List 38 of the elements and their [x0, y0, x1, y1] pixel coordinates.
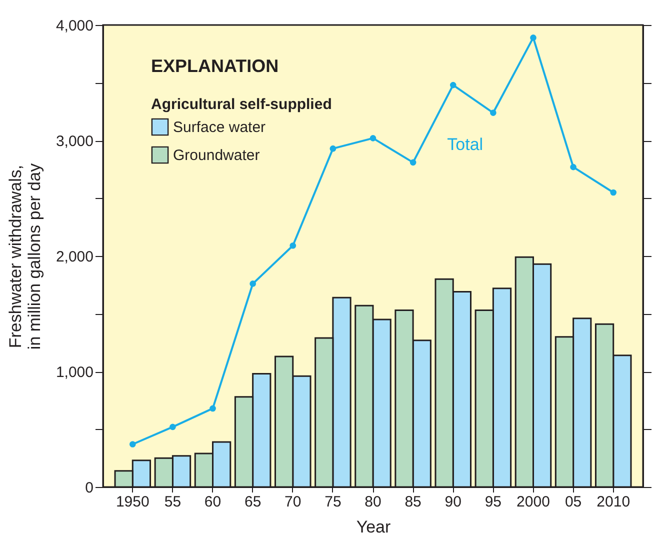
point — [370, 135, 376, 142]
x-tick-label: 55 — [164, 494, 182, 510]
point — [170, 424, 176, 430]
point — [610, 189, 617, 196]
legend-label: Groundwater — [173, 147, 260, 164]
y-axis-title: Freshwater withdrawals, in million gallons per day — [6, 162, 44, 350]
point — [330, 145, 336, 152]
x-tick-label: 2000 — [516, 494, 550, 510]
legend-title: Agricultural self-supplied — [151, 96, 332, 113]
x-tick-label: 60 — [204, 494, 222, 510]
point — [450, 82, 456, 88]
point — [570, 164, 576, 170]
x-tick-label: 1950 — [116, 494, 150, 510]
x-tick-label: 75 — [324, 494, 342, 510]
y-tick-label: 3,000 — [56, 133, 94, 150]
x-tick-label: 80 — [364, 494, 382, 510]
x-tick-label: 65 — [244, 494, 262, 510]
point — [250, 280, 256, 287]
point — [410, 159, 416, 166]
point — [490, 110, 496, 116]
x-tick-label: 90 — [444, 494, 462, 510]
x-tick-label: 95 — [484, 494, 502, 510]
point — [290, 242, 296, 249]
point — [129, 441, 136, 448]
y-tick-label: 0 — [85, 480, 94, 496]
annotation: EXPLANATION — [151, 56, 279, 76]
x-tick-label: 05 — [564, 494, 582, 510]
legend-label: Surface water — [173, 119, 266, 136]
y-tick-label: 4,000 — [56, 18, 94, 34]
x-axis-title: Year — [356, 518, 392, 536]
point — [210, 405, 216, 412]
x-tick-label: 85 — [404, 494, 422, 510]
x-tick-label: 70 — [284, 494, 302, 510]
point — [530, 34, 536, 41]
y-tick-label: 1,000 — [56, 364, 94, 381]
y-tick-label: 2,000 — [56, 248, 94, 266]
x-tick-label: 2010 — [596, 494, 630, 510]
series-label: Total — [447, 135, 484, 154]
